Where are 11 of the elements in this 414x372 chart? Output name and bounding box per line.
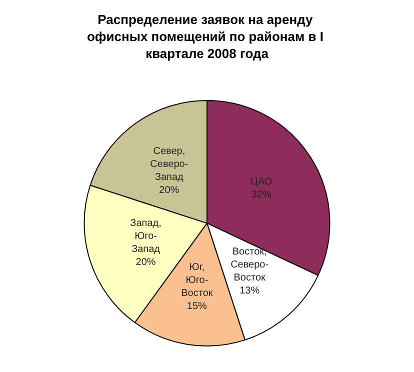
data-label: 15% — [186, 300, 208, 312]
slice-label: Запад, Юго-Запад — [130, 218, 162, 256]
data-label: 20% — [159, 185, 180, 196]
data-label: 13% — [240, 285, 260, 296]
data-label: 20% — [136, 257, 156, 268]
slice-label: Север, Северо-Запад — [150, 146, 188, 184]
chart-title: Распределение заявок на аренду офисных помещений по районам в I квартале 2008 года — [86, 12, 328, 61]
data-label: 32% — [251, 190, 272, 201]
slice-label: Восток, Северо-Восток — [230, 246, 269, 284]
slice-label: Юг, Юго-Восток — [181, 262, 214, 299]
slice-label: ЦАО — [250, 176, 272, 188]
